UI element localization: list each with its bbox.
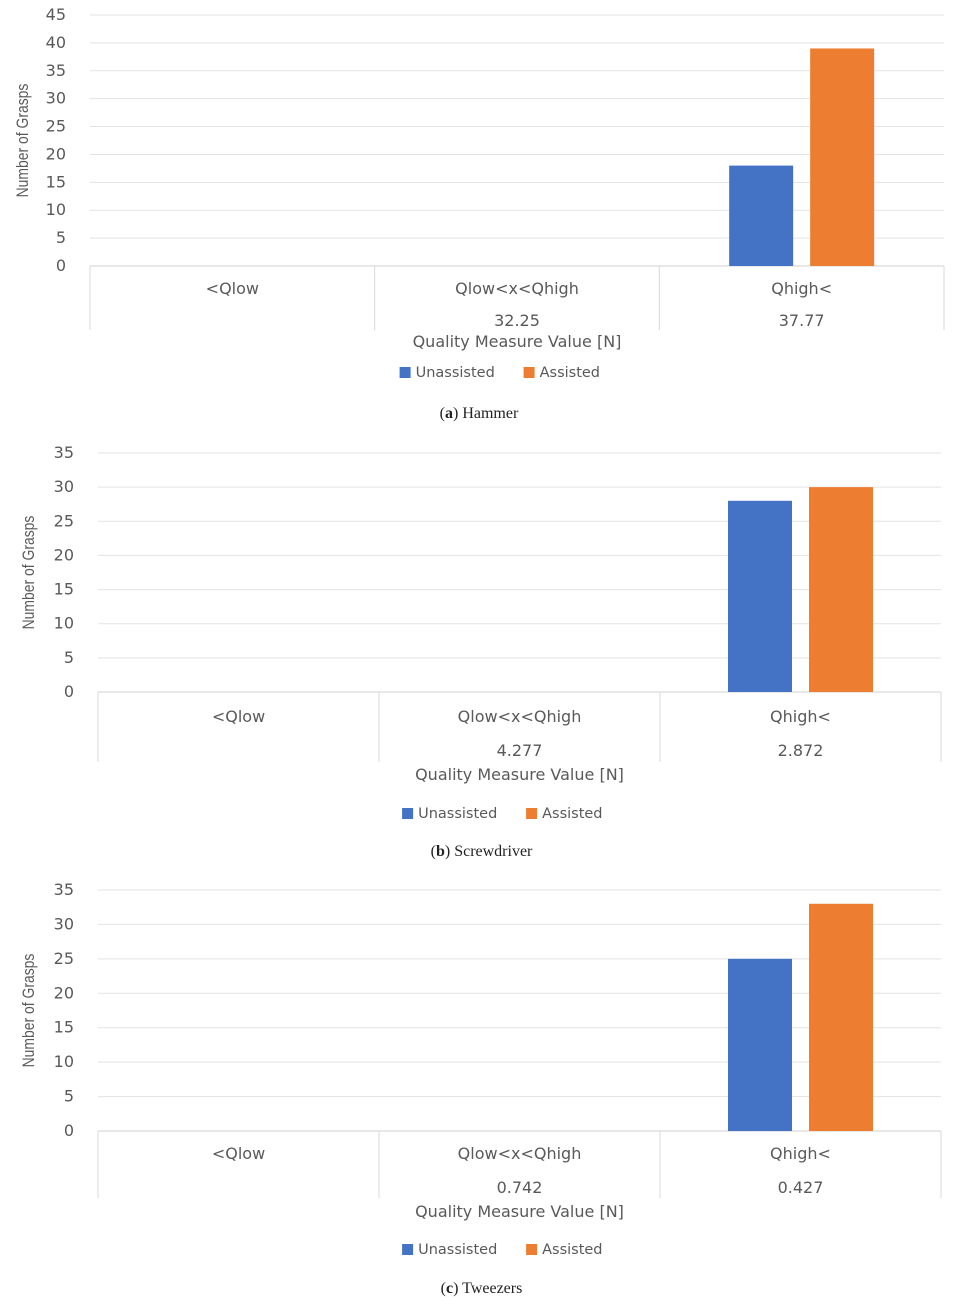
legend-swatch-assisted — [526, 808, 538, 819]
y-tick-label: 0 — [64, 682, 74, 701]
chart-panel-tweezers: 0 5 10 15 20 25 30 35 Number of Grasps <Qlow Qlow<… — [0, 872, 956, 1304]
y-tick-label: 10 — [54, 614, 74, 633]
x-tick-label: Qlow<x<Qhigh — [458, 707, 582, 726]
bar-unassisted — [728, 958, 792, 1131]
chart-hammer: 0 5 10 15 20 25 30 35 40 45 Number of Grasps <Qlow Q… — [14, 5, 945, 422]
y-tick-label: 30 — [46, 89, 66, 108]
y-tick-label: 5 — [56, 228, 66, 247]
x-axis-label: Quality Measure Value [N] — [415, 765, 624, 784]
caption-paren-close: ) — [453, 1280, 462, 1297]
caption-text: Hammer — [462, 405, 519, 422]
caption-paren-close: ) — [453, 405, 462, 422]
y-tick-label: 40 — [46, 33, 66, 52]
caption-paren-open: ( — [431, 843, 436, 860]
legend-label-unassisted: Unassisted — [418, 806, 497, 822]
legend-label-assisted: Assisted — [542, 1242, 602, 1258]
caption-text: Tweezers — [462, 1280, 522, 1297]
y-axis-label: Number of Grasps — [20, 953, 39, 1067]
category-value-label: 0.742 — [497, 1178, 543, 1197]
x-tick-label: Qhigh< — [770, 707, 831, 726]
y-axis-label: Number of Grasps — [20, 515, 39, 629]
chart-panel-hammer: 0 5 10 15 20 25 30 35 40 45 Number of Grasps <Qlow Q… — [0, 0, 956, 428]
y-tick-label: 20 — [54, 983, 74, 1002]
bar-assisted — [809, 487, 873, 692]
caption-paren-open: ( — [441, 1280, 446, 1297]
chart-tweezers: 0 5 10 15 20 25 30 35 Number of Grasps <Qlow Qlow<… — [20, 880, 942, 1297]
chart-panel-screwdriver: 0 5 10 15 20 25 30 35 Number of Grasps <Qlow Qlow<… — [0, 434, 956, 864]
x-tick-label: Qhigh< — [771, 279, 832, 298]
category-value-label: 32.25 — [494, 311, 540, 330]
legend-swatch-unassisted — [402, 808, 414, 819]
y-tick-label: 5 — [64, 648, 74, 667]
category-value-label: 2.872 — [778, 741, 824, 760]
y-tick-label: 20 — [46, 144, 66, 163]
y-tick-label: 30 — [54, 477, 74, 496]
bar-unassisted — [729, 165, 794, 266]
legend-label-unassisted: Unassisted — [416, 365, 495, 381]
y-tick-label: 35 — [54, 443, 74, 462]
y-tick-label: 5 — [64, 1087, 74, 1106]
legend-swatch-unassisted — [402, 1244, 414, 1255]
y-tick-label: 25 — [54, 949, 74, 968]
bar-unassisted — [728, 500, 792, 692]
caption-paren-open: ( — [440, 405, 445, 422]
y-tick-label: 15 — [54, 580, 74, 599]
x-tick-label: <Qlow — [206, 279, 259, 298]
y-tick-label: 35 — [46, 61, 66, 80]
y-tick-label: 0 — [56, 256, 66, 275]
y-tick-label: 10 — [54, 1052, 74, 1071]
y-tick-label: 10 — [46, 200, 66, 219]
caption-text: Screwdriver — [454, 843, 533, 860]
y-tick-label: 35 — [54, 880, 74, 899]
caption-paren-close: ) — [445, 843, 454, 860]
bar-assisted — [810, 48, 875, 266]
y-tick-label: 30 — [54, 914, 74, 933]
y-axis-label: Number of Grasps — [14, 83, 33, 197]
y-tick-label: 15 — [46, 172, 66, 191]
legend-swatch-unassisted — [399, 367, 411, 378]
y-tick-label: 0 — [64, 1121, 74, 1140]
x-tick-label: <Qlow — [212, 1144, 265, 1163]
x-axis-label: Quality Measure Value [N] — [413, 332, 622, 351]
category-value-label: 0.427 — [778, 1178, 824, 1197]
x-tick-label: <Qlow — [212, 707, 265, 726]
caption-letter: a — [445, 405, 453, 422]
x-tick-label: Qhigh< — [770, 1144, 831, 1163]
y-tick-label: 25 — [54, 511, 74, 530]
bar-assisted — [809, 903, 873, 1131]
figure-caption: (a) Hammer — [440, 405, 519, 422]
y-tick-label: 25 — [46, 117, 66, 136]
y-tick-label: 15 — [54, 1018, 74, 1037]
category-value-label: 4.277 — [497, 741, 543, 760]
legend-label-assisted: Assisted — [540, 365, 600, 381]
legend-swatch-assisted — [523, 367, 535, 378]
x-tick-label: Qlow<x<Qhigh — [455, 279, 579, 298]
category-value-label: 37.77 — [779, 311, 825, 330]
x-tick-label: Qlow<x<Qhigh — [458, 1144, 582, 1163]
y-tick-label: 20 — [54, 545, 74, 564]
legend-label-assisted: Assisted — [542, 806, 602, 822]
caption-letter: c — [446, 1280, 453, 1297]
y-tick-label: 45 — [46, 5, 66, 24]
x-axis-label: Quality Measure Value [N] — [415, 1202, 624, 1221]
figure-caption: (b) Screwdriver — [431, 843, 533, 860]
legend-swatch-assisted — [526, 1244, 538, 1255]
caption-letter: b — [436, 843, 445, 860]
chart-screwdriver: 0 5 10 15 20 25 30 35 Number of Grasps <Qlow Qlow<… — [20, 443, 942, 860]
figure-caption: (c) Tweezers — [441, 1280, 523, 1297]
legend-label-unassisted: Unassisted — [418, 1242, 497, 1258]
